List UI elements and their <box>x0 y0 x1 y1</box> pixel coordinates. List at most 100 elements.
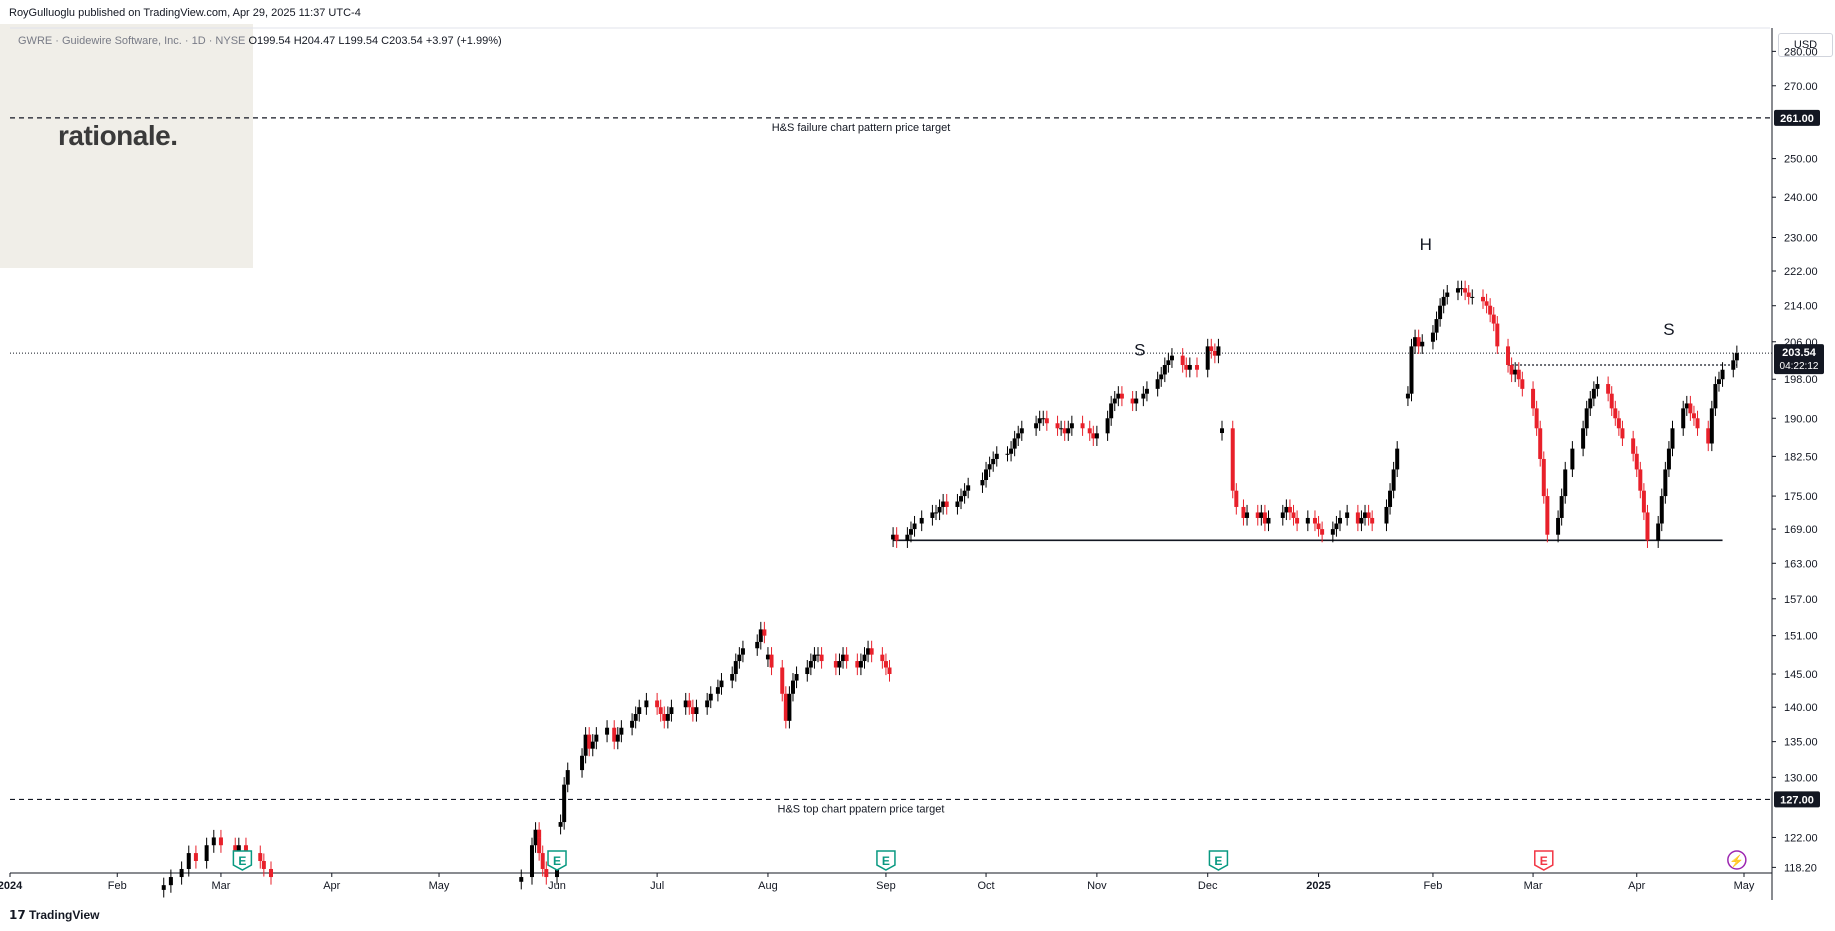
candle-body <box>1481 296 1486 302</box>
candle-body <box>1634 453 1639 470</box>
candle-body <box>855 661 860 668</box>
candle-body <box>1491 314 1496 324</box>
candle-body <box>1062 428 1067 434</box>
candle-body <box>1645 512 1650 541</box>
candle-body <box>912 523 917 530</box>
candle-body <box>1484 301 1489 306</box>
candle-body <box>1355 512 1360 524</box>
event-marker-glyph: E <box>882 854 890 868</box>
candle-body <box>258 853 263 861</box>
candle-body <box>1584 408 1589 429</box>
candle-body <box>730 674 735 681</box>
candle-body <box>808 661 813 668</box>
candle-body <box>1716 379 1721 385</box>
candle-body <box>1581 428 1586 449</box>
candle-body <box>866 648 871 655</box>
candle-body <box>1516 369 1521 380</box>
candle-body <box>1284 506 1289 513</box>
time-tick-label: Sep <box>876 880 896 892</box>
candle-body <box>233 845 238 854</box>
price-tick-label: 122.00 <box>1784 832 1818 844</box>
candle-body <box>236 845 241 854</box>
candle-body <box>1019 428 1024 434</box>
candle-body <box>1709 408 1714 444</box>
candle-body <box>1119 393 1124 399</box>
candle-body <box>1055 423 1060 429</box>
time-tick-label: May <box>1734 880 1755 892</box>
candle-body <box>908 529 913 535</box>
candle-body <box>869 648 874 655</box>
candle-body <box>1037 418 1042 424</box>
price-tick-label: 118.20 <box>1784 862 1817 874</box>
currency-selector[interactable]: USD <box>1778 33 1833 57</box>
candle-body <box>1241 506 1246 518</box>
candle-body <box>794 674 799 681</box>
candle-body <box>555 868 560 878</box>
candle-body <box>1609 393 1614 409</box>
candle-body <box>161 885 166 890</box>
candle-body <box>858 661 863 668</box>
candle-body <box>1670 428 1675 449</box>
candle-body <box>665 714 670 721</box>
candle-body <box>1105 418 1110 434</box>
candle-body <box>1337 517 1342 524</box>
candle-body <box>1713 384 1718 409</box>
candle-body <box>991 458 996 465</box>
event-marker-glyph: ⚡ <box>1729 854 1744 868</box>
time-tick-label: Aug <box>758 880 778 892</box>
candle-body <box>783 693 788 721</box>
candle-body <box>1405 393 1410 399</box>
candle-body <box>1388 490 1393 507</box>
candle-body <box>1230 428 1235 491</box>
candle-body <box>1059 428 1064 430</box>
candle-body <box>1320 529 1325 535</box>
candle-body <box>565 770 570 785</box>
level-price-tag <box>1774 109 1820 126</box>
price-tick-label: 157.00 <box>1784 594 1818 606</box>
candle-body <box>612 727 617 742</box>
candle-body <box>690 707 695 715</box>
candle-body <box>1141 393 1146 399</box>
event-marker-glyph: E <box>238 854 246 868</box>
candle-body <box>1166 360 1171 366</box>
pattern-label: H <box>1420 235 1432 254</box>
candle-body <box>1184 365 1189 370</box>
tradingview-brand: 𝟭𝟳 TradingView <box>9 908 100 922</box>
candle-body <box>1044 418 1049 424</box>
candle-body <box>1041 418 1046 420</box>
candle-body <box>605 727 610 735</box>
candle-body <box>594 734 599 742</box>
candle-body <box>841 654 846 662</box>
candle-body <box>1395 448 1400 470</box>
candle-body <box>1109 403 1114 419</box>
candle-body <box>193 853 198 861</box>
candle-body <box>1695 418 1700 429</box>
candle-body <box>1295 517 1300 524</box>
candle-body <box>1016 433 1021 439</box>
candle-body <box>1616 418 1621 429</box>
candle-body <box>944 501 949 507</box>
candle-body <box>1691 413 1696 419</box>
candle-body <box>816 654 821 656</box>
candle-body <box>1663 469 1668 497</box>
candle-body <box>1112 398 1117 404</box>
pattern-label: S <box>1134 341 1145 360</box>
candle-body <box>1720 369 1725 380</box>
candle-body <box>687 700 692 708</box>
candle-body <box>1205 346 1210 370</box>
candle-body <box>1734 353 1739 361</box>
level-price-tag-label: 127.00 <box>1780 794 1814 806</box>
event-marker-glyph: E <box>553 854 561 868</box>
candle-body <box>1613 408 1618 419</box>
earnings-marker-icon <box>1534 850 1554 871</box>
candle-body <box>880 654 885 662</box>
price-tick-label: 163.00 <box>1784 558 1818 570</box>
candle-body <box>630 720 635 728</box>
level-price-tag <box>1774 791 1820 808</box>
candle-body <box>737 654 742 662</box>
candle-body <box>1220 428 1225 434</box>
pattern-label: S <box>1663 320 1674 339</box>
candle-body <box>1438 305 1443 320</box>
candle-body <box>658 707 663 715</box>
